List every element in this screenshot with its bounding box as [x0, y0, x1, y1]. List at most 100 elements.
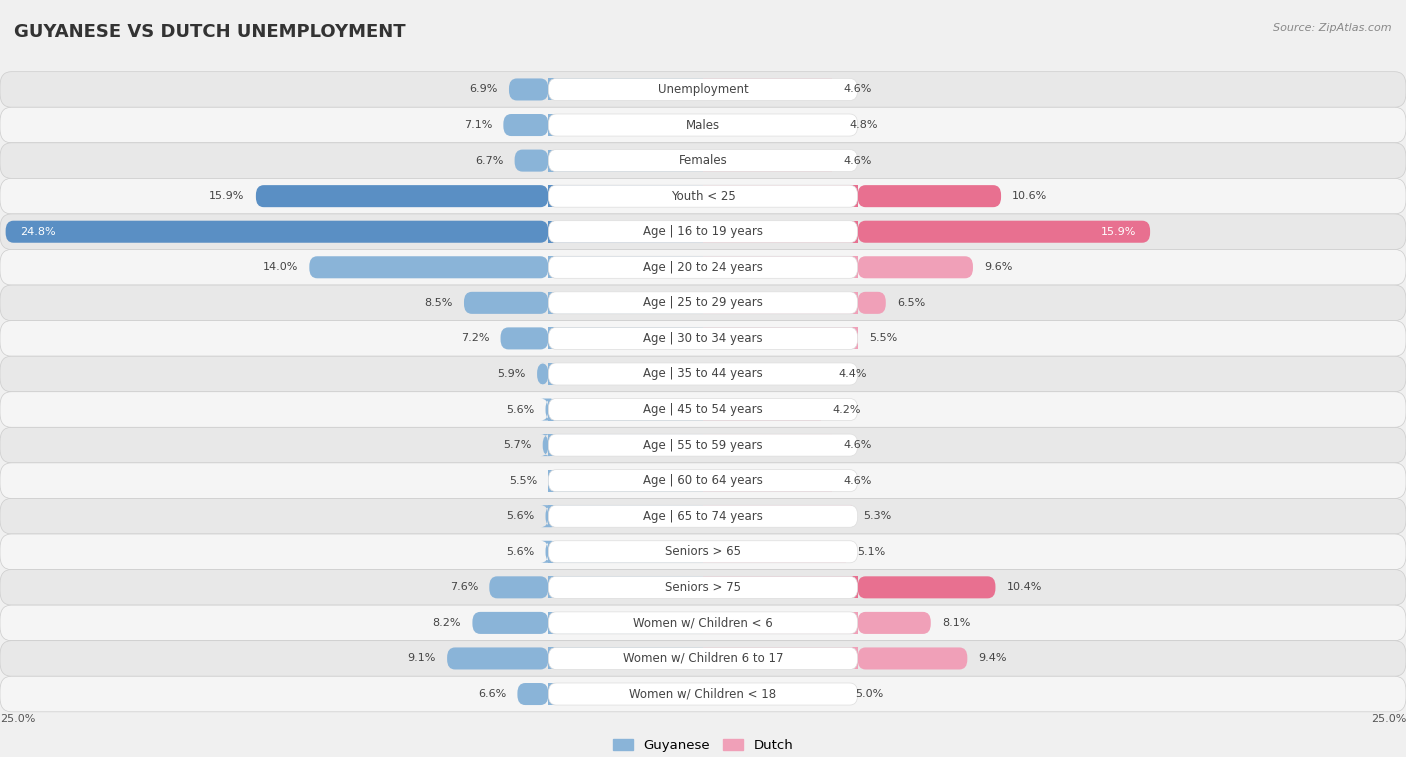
Text: 5.7%: 5.7%	[503, 440, 531, 450]
Bar	[548, 505, 703, 527]
Text: 5.6%: 5.6%	[506, 404, 534, 415]
Text: Age | 55 to 59 years: Age | 55 to 59 years	[643, 438, 763, 452]
Text: Males: Males	[686, 119, 720, 132]
FancyBboxPatch shape	[0, 285, 1406, 321]
FancyBboxPatch shape	[548, 150, 858, 172]
Text: 4.6%: 4.6%	[844, 475, 872, 486]
Text: 8.1%: 8.1%	[942, 618, 970, 628]
Text: 4.6%: 4.6%	[844, 85, 872, 95]
Bar	[548, 469, 703, 492]
FancyBboxPatch shape	[0, 214, 1406, 250]
Text: 5.1%: 5.1%	[858, 547, 886, 557]
Bar	[703, 185, 858, 207]
Bar	[703, 291, 858, 314]
Legend: Guyanese, Dutch: Guyanese, Dutch	[607, 734, 799, 757]
Bar	[703, 683, 844, 705]
Text: 4.8%: 4.8%	[849, 120, 877, 130]
FancyBboxPatch shape	[548, 257, 858, 279]
FancyBboxPatch shape	[858, 291, 886, 314]
FancyBboxPatch shape	[548, 114, 858, 136]
FancyBboxPatch shape	[517, 683, 548, 705]
FancyBboxPatch shape	[0, 392, 1406, 427]
FancyBboxPatch shape	[501, 327, 548, 350]
Bar	[703, 469, 832, 492]
FancyBboxPatch shape	[548, 612, 858, 634]
Bar	[703, 327, 858, 350]
Bar	[548, 221, 703, 243]
Text: Age | 45 to 54 years: Age | 45 to 54 years	[643, 403, 763, 416]
FancyBboxPatch shape	[0, 676, 1406, 712]
Bar	[703, 79, 832, 101]
FancyBboxPatch shape	[540, 398, 554, 421]
FancyBboxPatch shape	[0, 107, 1406, 143]
Text: 5.5%: 5.5%	[869, 333, 897, 344]
FancyBboxPatch shape	[472, 612, 548, 634]
Text: Females: Females	[679, 154, 727, 167]
Bar	[548, 291, 703, 314]
Text: 4.4%: 4.4%	[838, 369, 866, 379]
Bar	[548, 683, 703, 705]
Bar	[548, 363, 703, 385]
Text: 25.0%: 25.0%	[1371, 714, 1406, 724]
Bar	[703, 221, 858, 243]
Text: Source: ZipAtlas.com: Source: ZipAtlas.com	[1274, 23, 1392, 33]
Text: Age | 35 to 44 years: Age | 35 to 44 years	[643, 367, 763, 381]
Bar	[703, 576, 858, 598]
Text: 6.7%: 6.7%	[475, 156, 503, 166]
FancyBboxPatch shape	[858, 185, 1001, 207]
Text: 7.6%: 7.6%	[450, 582, 478, 592]
Bar	[548, 185, 703, 207]
Text: Age | 65 to 74 years: Age | 65 to 74 years	[643, 509, 763, 523]
Bar	[703, 363, 827, 385]
Text: Age | 20 to 24 years: Age | 20 to 24 years	[643, 260, 763, 274]
FancyBboxPatch shape	[548, 398, 858, 421]
Text: 6.9%: 6.9%	[470, 85, 498, 95]
Text: 8.2%: 8.2%	[433, 618, 461, 628]
Bar	[703, 150, 832, 172]
FancyBboxPatch shape	[548, 327, 858, 350]
Text: Age | 30 to 34 years: Age | 30 to 34 years	[643, 332, 763, 345]
FancyBboxPatch shape	[540, 540, 554, 562]
Bar	[703, 647, 858, 669]
Text: 9.4%: 9.4%	[979, 653, 1007, 663]
Text: 5.0%: 5.0%	[855, 689, 883, 699]
Text: 9.1%: 9.1%	[408, 653, 436, 663]
Bar	[548, 79, 703, 101]
Text: Women w/ Children 6 to 17: Women w/ Children 6 to 17	[623, 652, 783, 665]
FancyBboxPatch shape	[0, 605, 1406, 640]
Text: 5.5%: 5.5%	[509, 475, 537, 486]
FancyBboxPatch shape	[509, 79, 548, 101]
FancyBboxPatch shape	[858, 612, 931, 634]
Bar	[548, 434, 703, 456]
FancyBboxPatch shape	[447, 647, 548, 669]
Text: GUYANESE VS DUTCH UNEMPLOYMENT: GUYANESE VS DUTCH UNEMPLOYMENT	[14, 23, 406, 41]
FancyBboxPatch shape	[548, 363, 858, 385]
Text: 5.6%: 5.6%	[506, 547, 534, 557]
FancyBboxPatch shape	[548, 683, 858, 705]
FancyBboxPatch shape	[540, 505, 554, 527]
Bar	[548, 612, 703, 634]
Text: 14.0%: 14.0%	[263, 262, 298, 273]
FancyBboxPatch shape	[548, 434, 858, 456]
FancyBboxPatch shape	[256, 185, 548, 207]
FancyBboxPatch shape	[464, 291, 548, 314]
Bar	[548, 257, 703, 279]
Bar	[548, 647, 703, 669]
Text: 25.0%: 25.0%	[0, 714, 35, 724]
Text: 6.5%: 6.5%	[897, 298, 925, 308]
Text: 7.2%: 7.2%	[461, 333, 489, 344]
Text: 4.2%: 4.2%	[832, 404, 860, 415]
FancyBboxPatch shape	[540, 434, 551, 456]
FancyBboxPatch shape	[0, 463, 1406, 498]
FancyBboxPatch shape	[0, 72, 1406, 107]
FancyBboxPatch shape	[548, 540, 858, 562]
Text: 5.9%: 5.9%	[498, 369, 526, 379]
Text: 5.3%: 5.3%	[863, 511, 891, 522]
Text: Youth < 25: Youth < 25	[671, 190, 735, 203]
Text: 7.1%: 7.1%	[464, 120, 492, 130]
FancyBboxPatch shape	[0, 357, 1406, 392]
FancyBboxPatch shape	[6, 221, 548, 243]
FancyBboxPatch shape	[548, 221, 858, 243]
Bar	[548, 150, 703, 172]
Text: 4.6%: 4.6%	[844, 440, 872, 450]
